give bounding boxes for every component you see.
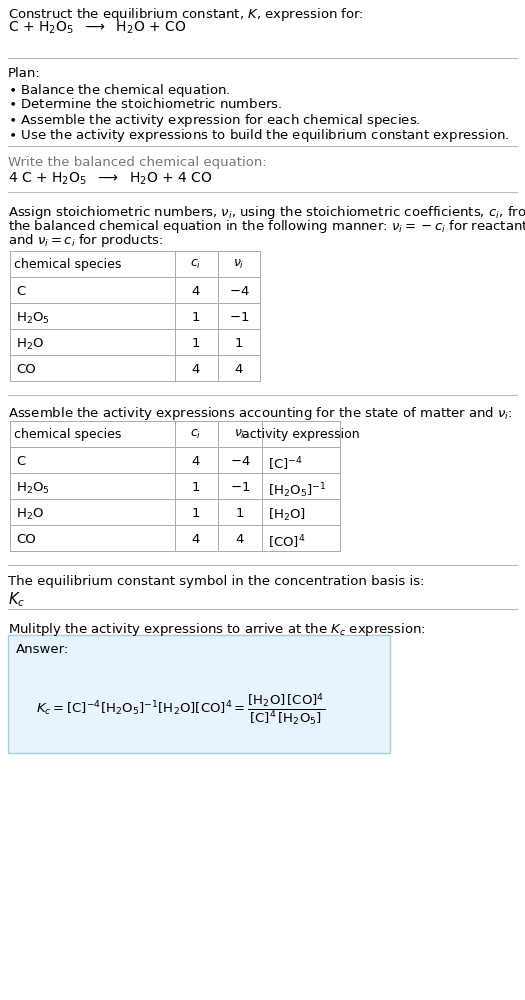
- Text: $\bullet$ Determine the stoichiometric numbers.: $\bullet$ Determine the stoichiometric n…: [8, 97, 282, 111]
- Text: The equilibrium constant symbol in the concentration basis is:: The equilibrium constant symbol in the c…: [8, 575, 425, 588]
- Text: 1: 1: [192, 311, 200, 324]
- Text: activity expression: activity expression: [242, 428, 360, 441]
- Text: 4: 4: [192, 363, 200, 376]
- Text: $[\mathrm{H_2O_5}]^{-1}$: $[\mathrm{H_2O_5}]^{-1}$: [268, 481, 327, 500]
- Text: 1: 1: [192, 507, 200, 520]
- Text: 4: 4: [192, 285, 200, 298]
- Text: $\nu_i$: $\nu_i$: [233, 258, 245, 271]
- Text: C: C: [16, 455, 25, 468]
- Text: $-$1: $-$1: [229, 311, 249, 324]
- FancyBboxPatch shape: [8, 635, 390, 753]
- Text: $[\mathrm{C}]^{-4}$: $[\mathrm{C}]^{-4}$: [268, 455, 303, 473]
- Text: $\bullet$ Balance the chemical equation.: $\bullet$ Balance the chemical equation.: [8, 82, 230, 99]
- Text: H$_2$O$_5$: H$_2$O$_5$: [16, 481, 50, 496]
- Text: $-$1: $-$1: [230, 481, 250, 494]
- Text: chemical species: chemical species: [14, 258, 121, 271]
- Text: Construct the equilibrium constant, $K$, expression for:: Construct the equilibrium constant, $K$,…: [8, 6, 364, 23]
- Text: 4: 4: [192, 533, 200, 546]
- Text: chemical species: chemical species: [14, 428, 121, 441]
- Text: CO: CO: [16, 363, 36, 376]
- Text: 4: 4: [236, 533, 244, 546]
- Text: Assign stoichiometric numbers, $\nu_i$, using the stoichiometric coefficients, $: Assign stoichiometric numbers, $\nu_i$, …: [8, 204, 525, 221]
- Text: Plan:: Plan:: [8, 67, 41, 80]
- Text: CO: CO: [16, 533, 36, 546]
- Text: H$_2$O$_5$: H$_2$O$_5$: [16, 311, 50, 326]
- Text: $c_i$: $c_i$: [191, 428, 202, 441]
- Text: $\nu_i$: $\nu_i$: [234, 428, 246, 441]
- Text: $[\mathrm{H_2O}]$: $[\mathrm{H_2O}]$: [268, 507, 306, 523]
- Text: $-$4: $-$4: [229, 455, 250, 468]
- Text: 4: 4: [192, 455, 200, 468]
- Text: $\bullet$ Use the activity expressions to build the equilibrium constant express: $\bullet$ Use the activity expressions t…: [8, 127, 509, 144]
- Text: the balanced chemical equation in the following manner: $\nu_i = -c_i$ for react: the balanced chemical equation in the fo…: [8, 218, 525, 235]
- Text: $K_c$: $K_c$: [8, 590, 25, 609]
- Text: $c_i$: $c_i$: [191, 258, 202, 271]
- Text: $[\mathrm{CO}]^{4}$: $[\mathrm{CO}]^{4}$: [268, 533, 306, 551]
- Text: 1: 1: [236, 507, 244, 520]
- Text: 1: 1: [192, 481, 200, 494]
- Text: H$_2$O: H$_2$O: [16, 337, 44, 352]
- Text: $-$4: $-$4: [228, 285, 249, 298]
- Text: and $\nu_i = c_i$ for products:: and $\nu_i = c_i$ for products:: [8, 232, 164, 249]
- Text: Mulitply the activity expressions to arrive at the $K_c$ expression:: Mulitply the activity expressions to arr…: [8, 621, 426, 638]
- Text: 1: 1: [235, 337, 243, 350]
- Text: Write the balanced chemical equation:: Write the balanced chemical equation:: [8, 156, 267, 169]
- Text: C: C: [16, 285, 25, 298]
- Text: Assemble the activity expressions accounting for the state of matter and $\nu_i$: Assemble the activity expressions accoun…: [8, 405, 513, 422]
- Text: $K_c = [\mathrm{C}]^{-4} [\mathrm{H_2O_5}]^{-1} [\mathrm{H_2O}] [\mathrm{CO}]^4 : $K_c = [\mathrm{C}]^{-4} [\mathrm{H_2O_5…: [36, 692, 325, 728]
- Text: H$_2$O: H$_2$O: [16, 507, 44, 522]
- Text: 1: 1: [192, 337, 200, 350]
- Text: Answer:: Answer:: [16, 643, 69, 656]
- Text: $\bullet$ Assemble the activity expression for each chemical species.: $\bullet$ Assemble the activity expressi…: [8, 112, 421, 129]
- Text: 4: 4: [235, 363, 243, 376]
- Text: C + H$_2$O$_5$  $\longrightarrow$  H$_2$O + CO: C + H$_2$O$_5$ $\longrightarrow$ H$_2$O …: [8, 20, 186, 36]
- Text: 4 C + H$_2$O$_5$  $\longrightarrow$  H$_2$O + 4 CO: 4 C + H$_2$O$_5$ $\longrightarrow$ H$_2$…: [8, 171, 213, 187]
